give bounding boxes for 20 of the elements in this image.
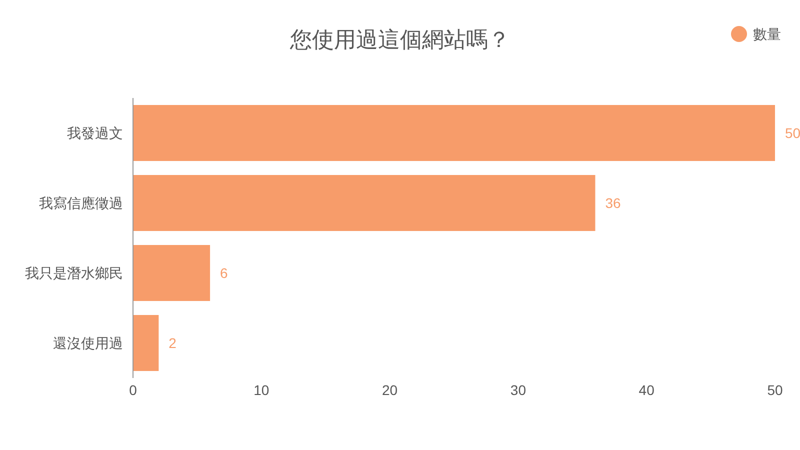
- data-label: 36: [605, 195, 622, 211]
- chart-title: 您使用過這個網站嗎？: [289, 27, 510, 52]
- bar: [133, 245, 210, 301]
- bar: [133, 175, 596, 231]
- bar: [133, 105, 775, 161]
- y-tick-label: 我只是潛水鄉民: [25, 265, 123, 281]
- x-tick-label: 40: [638, 382, 655, 398]
- x-tick-label: 50: [767, 382, 783, 398]
- x-tick-label: 10: [254, 382, 270, 398]
- data-label: 6: [220, 265, 228, 281]
- data-label: 50: [785, 125, 800, 141]
- y-tick-label: 我寫信應徵過: [39, 195, 123, 211]
- y-tick-label: 我發過文: [67, 125, 123, 141]
- data-label: 2: [168, 335, 177, 351]
- bar: [133, 315, 159, 371]
- x-tick-label: 20: [382, 382, 398, 398]
- legend-label: 數量: [753, 26, 781, 42]
- x-tick-label: 30: [510, 382, 526, 398]
- x-tick-label: 0: [129, 382, 138, 398]
- y-tick-label: 還沒使用過: [53, 335, 123, 351]
